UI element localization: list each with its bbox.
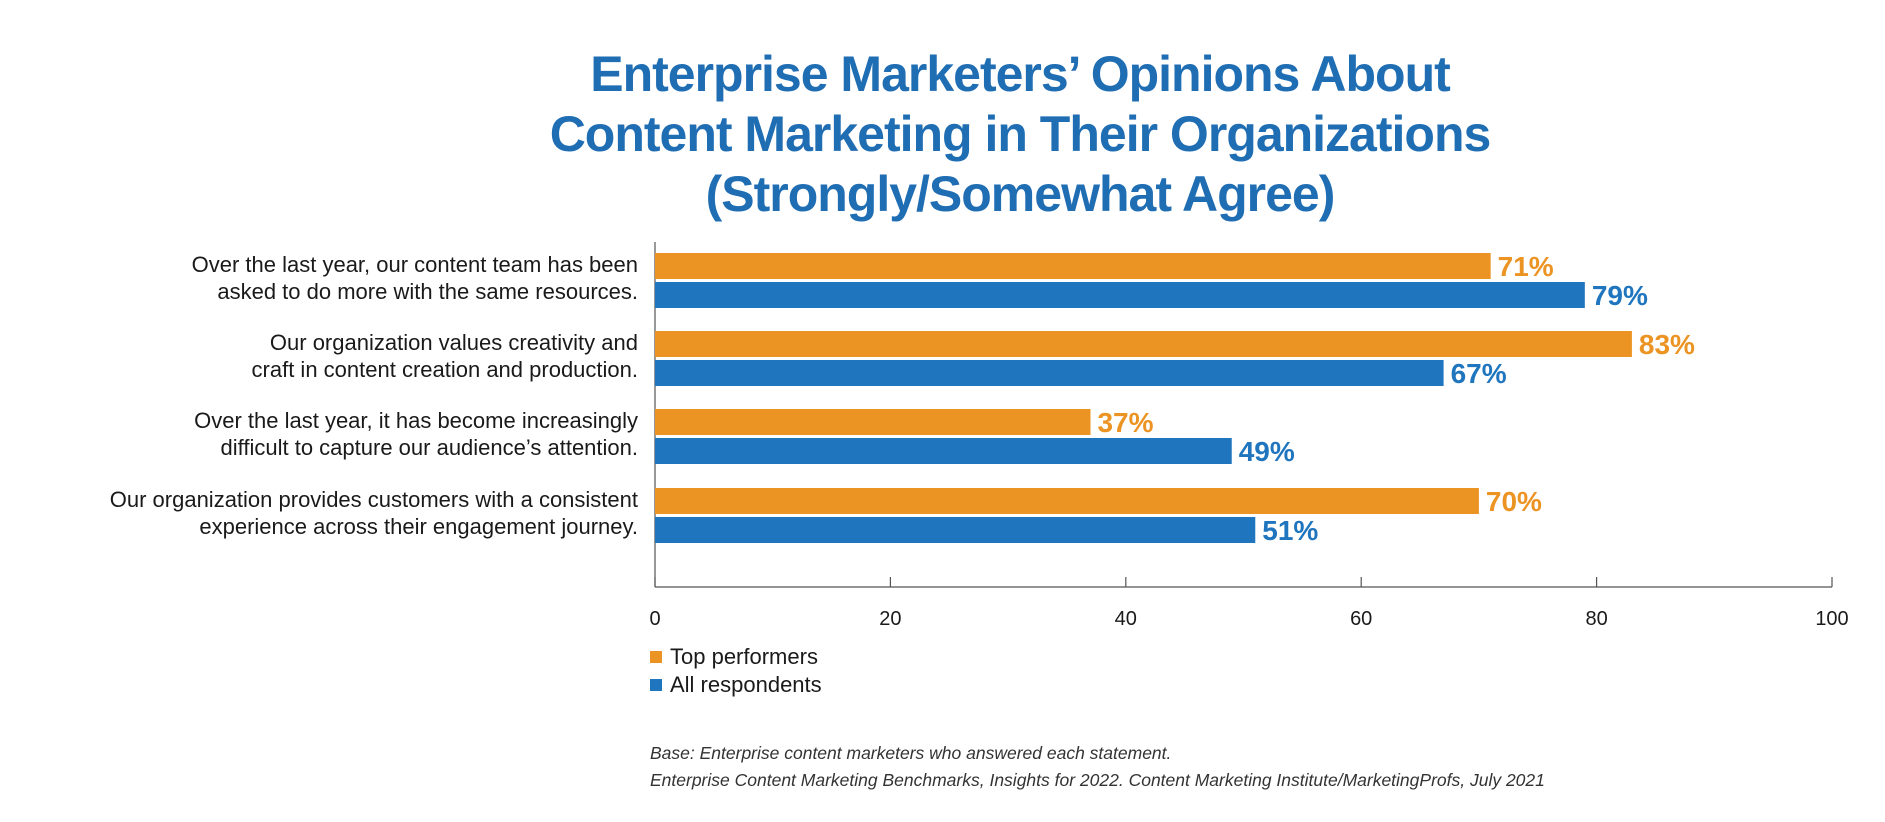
category-label-4-line-1: Our organization provides customers with… <box>110 487 638 512</box>
bar-all-respondents-3 <box>655 438 1232 464</box>
value-label-top-performers-4: 70% <box>1486 486 1542 517</box>
x-tick-label-100: 100 <box>1815 608 1848 630</box>
bar-top-performers-4 <box>655 488 1479 514</box>
chart-title-line-2: Content Marketing in Their Organizations <box>549 106 1492 162</box>
bar-all-respondents-1 <box>655 282 1585 308</box>
value-label-top-performers-3: 37% <box>1097 407 1153 438</box>
footnote: Base: Enterprise content marketers who a… <box>650 740 1545 794</box>
chart-title-line-1: Enterprise Marketers’ Opinions About <box>590 46 1451 102</box>
category-label-3-line-2: difficult to capture our audience’s atte… <box>221 435 638 460</box>
legend-swatch-top-performers <box>650 651 662 663</box>
legend: Top performers All respondents <box>650 643 822 699</box>
x-tick-label-20: 20 <box>879 608 901 630</box>
legend-item-top-performers: Top performers <box>650 643 822 671</box>
footnote-source: Enterprise Content Marketing Benchmarks,… <box>650 770 1545 790</box>
value-label-all-respondents-1: 79% <box>1592 280 1648 311</box>
x-tick-label-80: 80 <box>1585 608 1607 630</box>
x-tick-label-60: 60 <box>1350 608 1372 630</box>
value-label-all-respondents-2: 67% <box>1451 358 1507 389</box>
x-tick-label-0: 0 <box>649 608 660 630</box>
legend-item-all-respondents: All respondents <box>650 671 822 699</box>
value-label-all-respondents-4: 51% <box>1262 515 1318 546</box>
value-label-top-performers-1: 71% <box>1498 251 1554 282</box>
legend-label-top-performers: Top performers <box>670 644 818 669</box>
bar-top-performers-3 <box>655 409 1091 435</box>
bar-all-respondents-2 <box>655 360 1444 386</box>
legend-label-all-respondents: All respondents <box>670 672 822 697</box>
category-label-3-line-1: Over the last year, it has become increa… <box>194 408 638 433</box>
bar-top-performers-1 <box>655 253 1491 279</box>
category-label-2-line-1: Our organization values creativity and <box>270 330 638 355</box>
x-tick-label-40: 40 <box>1115 608 1137 630</box>
category-label-1-line-1: Over the last year, our content team has… <box>192 252 638 277</box>
chart-title: Enterprise Marketers’ Opinions About Con… <box>0 44 1885 224</box>
value-label-all-respondents-3: 49% <box>1239 436 1295 467</box>
value-label-top-performers-2: 83% <box>1639 329 1695 360</box>
category-label-4-line-2: experience across their engagement journ… <box>199 514 638 539</box>
footnote-base: Base: Enterprise content marketers who a… <box>650 743 1172 763</box>
category-label-1-line-2: asked to do more with the same resources… <box>217 279 638 304</box>
category-label-2-line-2: craft in content creation and production… <box>252 357 638 382</box>
bar-top-performers-2 <box>655 331 1632 357</box>
bar-all-respondents-4 <box>655 517 1256 543</box>
chart-title-line-3: (Strongly/Somewhat Agree) <box>705 166 1336 222</box>
legend-swatch-all-respondents <box>650 679 662 691</box>
